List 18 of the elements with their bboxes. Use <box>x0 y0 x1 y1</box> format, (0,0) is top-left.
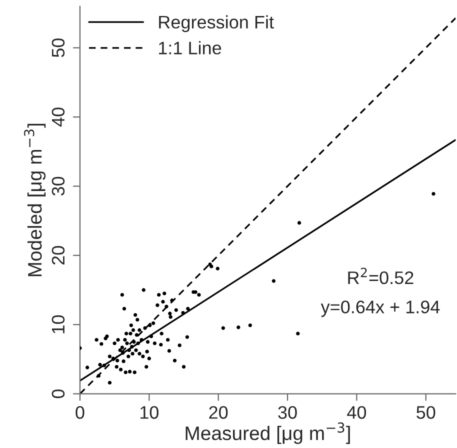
x-tick-label: 0 <box>76 406 84 419</box>
x-axis-title: Measured [μg m$^{−3}$] <box>186 422 350 444</box>
x-tick-label: 20 <box>209 406 228 419</box>
y-tick-label: 30 <box>52 176 65 196</box>
y-tick-label: 40 <box>52 108 65 127</box>
y-tick-label: 0 <box>52 389 65 398</box>
legend-label: Regression Fit <box>159 15 274 32</box>
x-tick-label: 10 <box>140 406 158 419</box>
y-tick-label: 20 <box>52 246 65 265</box>
x-tick-label: 40 <box>347 406 366 419</box>
annotation: y=0.64x + 1.94 <box>320 300 440 317</box>
y-tick-label: 50 <box>52 38 65 58</box>
x-tick-label: 50 <box>416 406 436 419</box>
y-axis-title: Modeled [μg m$^{−3}$] <box>24 124 46 276</box>
y-tick-label: 10 <box>52 315 65 334</box>
annotation: R$^{2}$=0.52 <box>348 268 414 284</box>
legend-label: 1:1 Line <box>158 41 222 54</box>
x-tick-label: 30 <box>278 406 297 419</box>
